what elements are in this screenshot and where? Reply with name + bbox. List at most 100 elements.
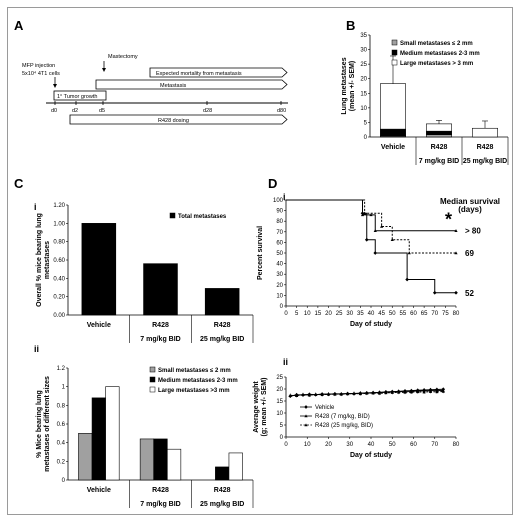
data-point [405,277,409,282]
category-label: Vehicle [87,487,111,494]
y-tick-label: 0.2 [57,459,66,465]
data-point [373,251,378,255]
y-axis-label: % Mice bearing lungmetastases of differe… [36,376,51,472]
legend-swatch [391,49,398,56]
x-tick-label: 40 [368,442,375,448]
x-tick-label: 35 [357,311,364,317]
x-tick-label: 60 [410,311,417,317]
y-tick-label: 10 [276,293,283,299]
timeline-day-label: d80 [277,108,286,114]
data-point [360,213,365,217]
y-tick-label: 1.20 [53,203,65,209]
legend-label: R428 (25 mg/kg, BID) [315,423,373,429]
legend-swatch [149,386,156,393]
bar [143,263,178,316]
data-point [454,251,458,255]
bar [215,466,230,481]
chart-title: Median survival (days) [440,197,500,214]
figure-frame [7,7,513,515]
category-dose-label: 25 mg/kg BID [463,158,507,165]
bar-segment [380,128,406,137]
timeline-day-label: d28 [203,108,212,114]
tumor-growth-label: 1° Tumor growth [57,94,97,100]
y-tick-label: 15 [360,91,367,97]
data-point [363,211,367,215]
y-tick-label: 80 [276,219,283,225]
y-tick-label: 0.4 [57,441,66,447]
legend-marker [304,423,308,427]
category-dose-label: 25 mg/kg BID [200,336,244,343]
x-axis-label: Day of study [350,452,392,459]
x-tick-label: 50 [389,311,396,317]
x-tick-label: 10 [304,311,311,317]
bar-segment [380,83,406,130]
y-axis-label: Average weight(g; mean +/- SEM) [253,378,268,437]
tumor-growth-box [53,90,107,101]
data-point [369,213,373,217]
y-tick-label: 5 [280,423,284,429]
y-axis-label: Percent survival [257,226,264,280]
timeline-day-label: d0 [51,108,57,114]
bar-segment [426,134,452,138]
x-tick-label: 65 [421,311,428,317]
sub-label-d-i: i [283,192,286,202]
timeline-day-label: d5 [99,108,105,114]
y-tick-label: 60 [276,240,283,246]
data-point [407,251,411,255]
data-point [454,229,458,233]
significance-star: * [445,210,452,230]
category-label: Vehicle [381,144,405,151]
injection-arrowhead [53,84,57,88]
x-tick-label: 75 [442,311,449,317]
bar [91,397,106,481]
legend-label: Medium metastases 2-3 mm [158,378,238,384]
y-tick-label: 0.00 [53,313,65,319]
category-label: R428 [152,322,169,329]
y-tick-label: 0 [280,435,284,441]
y-tick-label: 0.6 [57,422,66,428]
legend-label: Vehicle [315,405,335,411]
panel-label-b: B [346,18,355,33]
y-tick-label: 30 [276,272,283,278]
legend-label: Small metastases ≤ 2 mm [400,41,473,47]
legend-swatch [149,366,156,373]
sub-label-d-ii: ii [283,357,288,367]
bar [228,452,243,481]
dosing-label: R428 dosing [158,118,189,124]
category-dose-label: 7 mg/kg BID [419,158,459,165]
y-tick-label: 5 [364,120,368,126]
x-tick-label: 80 [453,442,460,448]
panel-label-a: A [14,18,24,33]
y-tick-label: 0.20 [53,295,65,301]
category-dose-label: 25 mg/kg BID [200,501,244,508]
x-tick-label: 15 [315,311,322,317]
series-line [286,199,456,254]
category-label: R428 [214,322,231,329]
y-tick-label: 10 [360,106,367,112]
category-label: Vehicle [87,322,111,329]
bar [139,438,155,481]
x-tick-label: 55 [400,311,407,317]
panel-label-d: D [268,176,277,191]
legend-swatch [169,212,176,219]
y-tick-label: 0.8 [57,403,66,409]
category-label: R428 [214,487,231,494]
x-tick-label: 20 [325,442,332,448]
metastasis-label: Metastasis [160,83,187,89]
legend-label: Large metastases >3 mm [158,388,230,394]
x-tick-label: 40 [368,311,375,317]
x-tick-label: 10 [304,442,311,448]
mastectomy-label: Mastectomy [108,54,138,60]
bar-segment [472,127,498,138]
data-point [454,290,458,295]
bar [153,438,168,481]
mastectomy-arrowhead [102,68,106,72]
y-tick-label: 25 [360,62,367,68]
x-tick-label: 25 [336,311,343,317]
bar [204,288,240,316]
x-tick-label: 50 [389,442,396,448]
timeline-day-label: d2 [72,108,78,114]
y-tick-label: 70 [276,230,283,236]
